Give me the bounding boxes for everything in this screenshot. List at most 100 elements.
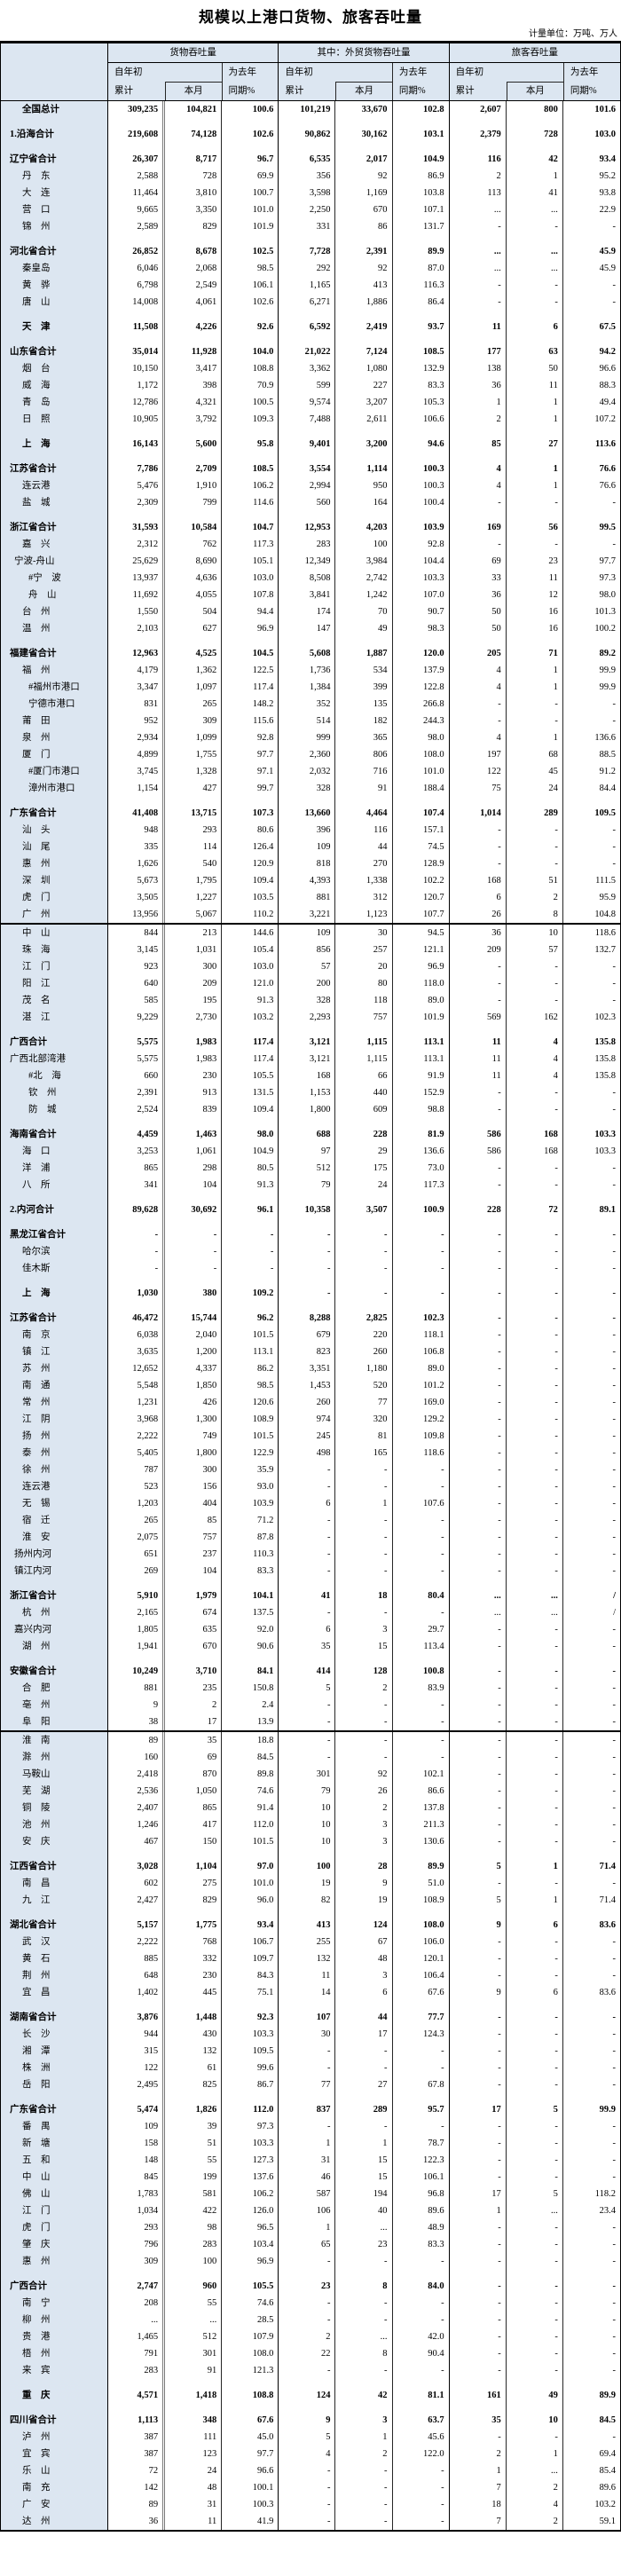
value-cell: 762 <box>165 536 223 553</box>
value-cell <box>563 2093 620 2101</box>
table-row: 江 阴 3,968 1,300 108.9 974 320 129.2- - - <box>1 1411 620 1428</box>
value-cell: 6 <box>450 889 507 906</box>
value-cell: - <box>507 1243 563 1260</box>
value-cell <box>450 1850 507 1858</box>
value-cell: 2,222 <box>108 1428 166 1445</box>
value-cell <box>165 2093 223 2101</box>
value-cell: 1 <box>279 2135 336 2152</box>
value-cell: 2,934 <box>108 729 166 746</box>
value-cell <box>393 428 450 436</box>
value-cell: 260 <box>279 1394 336 1411</box>
table-row: 厦 门 4,899 1,755 97.7 2,360 806 108.0 197 68 88.5 <box>1 746 620 763</box>
table-row: 上 海 1,030 380 109.2- - - - - - <box>1 1285 620 1302</box>
value-cell: 14 <box>279 1984 336 2001</box>
value-cell: 103.8 <box>393 185 450 201</box>
value-cell <box>165 1026 223 1034</box>
value-cell: 120.6 <box>222 1394 279 1411</box>
value-cell: 11 <box>450 1067 507 1084</box>
value-cell: 825 <box>165 2076 223 2093</box>
value-cell: - <box>393 1461 450 1478</box>
value-cell: 108.0 <box>393 746 450 763</box>
port-name-cell: 湖 州 <box>1 1638 108 1655</box>
value-cell: - <box>450 1697 507 1713</box>
table-row: 武 汉 2,222 768 106.7 255 67 106.0- - - <box>1 1934 620 1950</box>
value-cell: - <box>507 713 563 729</box>
value-cell: 332 <box>165 1950 223 1967</box>
value-cell: - <box>279 1604 336 1621</box>
value-cell: - <box>393 1478 450 1495</box>
value-cell: 4 <box>507 2496 563 2513</box>
value-cell: 635 <box>165 1621 223 1638</box>
value-cell: 152.9 <box>393 1084 450 1101</box>
value-cell <box>393 1277 450 1285</box>
value-cell <box>108 235 166 243</box>
value-cell: 100.8 <box>393 1663 450 1680</box>
value-cell: 2,747 <box>108 2278 166 2295</box>
value-cell <box>335 1118 393 1126</box>
value-cell: 30 <box>335 925 393 941</box>
value-cell: 1,465 <box>108 2328 166 2345</box>
value-cell <box>450 311 507 319</box>
value-cell: - <box>507 536 563 553</box>
port-name-cell: 扬州内河 <box>1 1546 108 1563</box>
value-cell: 2 <box>335 2446 393 2462</box>
value-cell: - <box>393 2362 450 2379</box>
value-cell: - <box>612 1381 617 1390</box>
value-cell: 5,067 <box>165 906 223 923</box>
value-cell: - <box>279 2462 336 2479</box>
table-row: 天 津 11,508 4,226 92.6 6,592 2,419 93.7 11 6 67.5 <box>1 319 620 335</box>
value-cell: - <box>612 2063 617 2073</box>
value-cell: - <box>507 1529 563 1546</box>
value-cell: 114.6 <box>222 494 279 511</box>
value-cell: 104.9 <box>393 151 450 168</box>
value-cell: 6,271 <box>279 294 336 311</box>
value-cell: - <box>612 1398 617 1407</box>
value-cell: 587 <box>279 2186 336 2202</box>
table-row: 新 塘 158 51 103.3 1 1 78.7- - - <box>1 2135 620 2152</box>
value-cell: 118.6 <box>594 928 616 938</box>
value-cell: 108.5 <box>222 461 279 477</box>
value-cell: 74.6 <box>222 2295 279 2312</box>
value-cell <box>279 1277 336 1285</box>
value-cell: - <box>612 1549 617 1559</box>
value-cell: 1 <box>450 394 507 411</box>
value-cell <box>165 428 223 436</box>
value-cell: - <box>612 1448 617 1458</box>
value-cell: 124.3 <box>393 2026 450 2043</box>
value-cell: - <box>507 1512 563 1529</box>
value-cell: 2 <box>450 2446 507 2462</box>
value-cell: 674 <box>165 1604 223 1621</box>
value-cell: 57 <box>507 941 563 958</box>
value-cell: 1 <box>507 1858 563 1875</box>
value-cell: 7 <box>450 2513 507 2530</box>
value-cell: 77 <box>335 1394 393 1411</box>
value-cell: 100.9 <box>393 1201 450 1218</box>
value-cell: 8 <box>507 906 563 923</box>
value-cell: - <box>450 1495 507 1512</box>
table-row: 肇 庆 796 283 103.4 65 23 83.3- - - <box>1 2236 620 2253</box>
value-cell: 104.5 <box>222 645 279 662</box>
value-cell: - <box>279 1226 336 1243</box>
value-cell: - <box>335 1243 393 1260</box>
value-cell <box>335 1218 393 1226</box>
value-cell <box>108 511 166 519</box>
table-row: 贵 港 1,465 512 107.9 2... 42.0- - - <box>1 2328 620 2345</box>
value-cell: 93.0 <box>222 1478 279 1495</box>
value-cell: 2,549 <box>165 277 223 294</box>
value-cell: 13,956 <box>108 906 166 923</box>
value-cell: 35.9 <box>222 1461 279 1478</box>
group-cargo-label: 货物吞吐量 <box>108 43 279 63</box>
value-cell <box>335 637 393 645</box>
value-cell: - <box>450 1084 507 1101</box>
value-cell: 679 <box>279 1327 336 1343</box>
value-cell: 1,061 <box>165 1143 223 1160</box>
port-name-cell: 广 安 <box>1 2496 108 2513</box>
page-title: 规模以上港口货物、旅客吞吐量 <box>199 9 422 26</box>
value-cell <box>393 235 450 243</box>
col-header-yoy: 为去年 同期% <box>391 63 449 100</box>
value-cell: - <box>393 1563 450 1579</box>
value-cell: 100.3 <box>393 461 450 477</box>
value-cell: 1 <box>450 2202 507 2219</box>
value-cell: 19 <box>279 1875 336 1892</box>
value-cell: 829 <box>165 1892 223 1909</box>
